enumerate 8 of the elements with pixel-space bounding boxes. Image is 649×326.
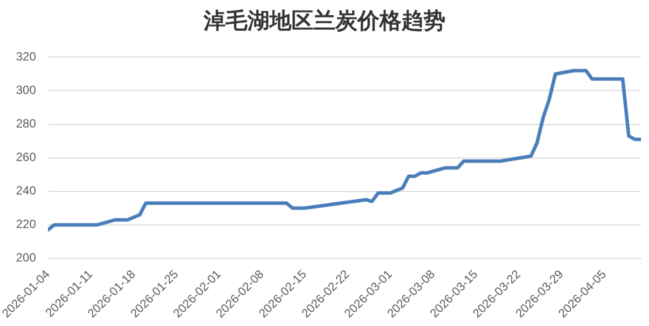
y-tick-label: 240 bbox=[16, 184, 36, 198]
y-tick-label: 260 bbox=[16, 150, 36, 164]
y-tick-label: 220 bbox=[16, 217, 36, 232]
y-tick-label: 320 bbox=[16, 50, 36, 64]
y-tick-label: 200 bbox=[16, 250, 36, 265]
y-tick-label: 280 bbox=[16, 116, 36, 131]
y-tick-label: 300 bbox=[16, 83, 36, 98]
chart-title: 淖毛湖地区兰炭价格趋势 bbox=[202, 7, 446, 35]
